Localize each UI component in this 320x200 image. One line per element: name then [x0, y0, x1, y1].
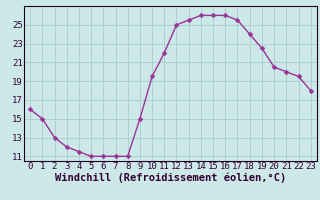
X-axis label: Windchill (Refroidissement éolien,°C): Windchill (Refroidissement éolien,°C): [55, 173, 286, 183]
